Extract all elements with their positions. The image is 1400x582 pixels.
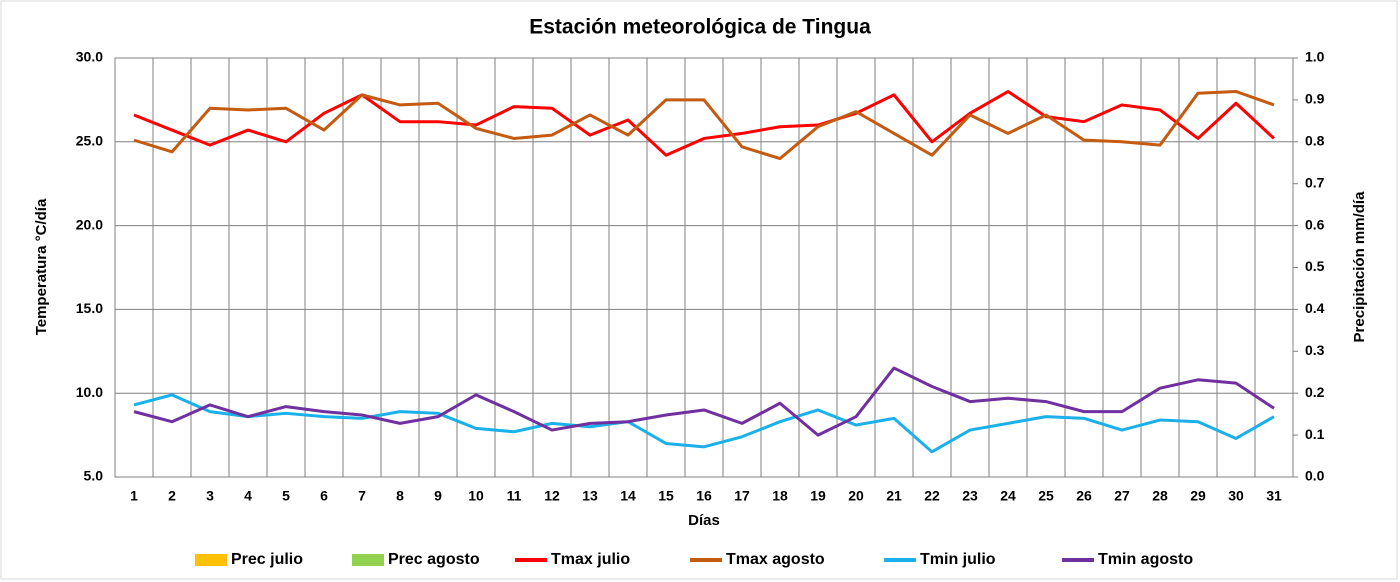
x-tick-label: 28 [1152,488,1168,504]
x-tick-label: 9 [434,488,442,504]
x-tick-label: 30 [1228,488,1244,504]
y2-tick-label: 0.0 [1305,468,1325,484]
y-tick-label: 30.0 [76,49,103,65]
y2-tick-label: 1.0 [1305,49,1325,65]
y2-tick-label: 0.5 [1305,258,1325,274]
x-tick-label: 14 [620,488,636,504]
x-tick-label: 26 [1076,488,1092,504]
x-tick-label: 17 [734,488,750,504]
x-tick-label: 19 [810,488,826,504]
y-tick-label: 15.0 [76,300,103,316]
y2-tick-label: 0.2 [1305,384,1325,400]
legend-label: Tmax agosto [726,551,825,568]
x-tick-label: 29 [1190,488,1206,504]
x-tick-label: 1 [130,488,138,504]
x-tick-label: 8 [396,488,404,504]
y-tick-label: 25.0 [76,133,103,149]
legend-swatch [195,554,227,566]
x-tick-label: 22 [924,488,940,504]
y-tick-label: 20.0 [76,216,103,232]
y2-tick-label: 0.3 [1305,342,1325,358]
x-tick-label: 12 [544,488,560,504]
x-tick-label: 24 [1000,488,1016,504]
legend-swatch [352,554,384,566]
x-tick-label: 16 [696,488,712,504]
y2-tick-label: 0.4 [1305,300,1325,316]
x-tick-label: 2 [168,488,176,504]
x-tick-label: 25 [1038,488,1054,504]
legend-label: Tmin julio [920,551,996,568]
x-tick-label: 23 [962,488,978,504]
x-tick-label: 21 [886,488,902,504]
line [133,393,1275,454]
x-tick-label: 15 [658,488,674,504]
y2-axis-label: Precipitación mm/día [1351,191,1368,343]
x-tick-label: 20 [848,488,864,504]
y2-tick-label: 0.7 [1305,174,1325,190]
x-tick-label: 11 [507,488,522,504]
y2-tick-label: 0.6 [1305,216,1325,232]
line [133,90,1275,161]
y2-tick-label: 0.8 [1305,133,1325,149]
legend-label: Tmin agosto [1098,551,1193,568]
y-tick-label: 10.0 [76,384,103,400]
line [133,366,1275,437]
x-tick-label: 10 [468,488,484,504]
legend-label: Prec agosto [388,551,480,568]
x-tick-label: 3 [206,488,214,504]
x-tick-label: 6 [320,488,328,504]
legend-label: Tmax julio [551,551,630,568]
y-tick-label: 5.0 [84,468,104,484]
y2-tick-label: 0.1 [1305,426,1325,442]
x-tick-label: 13 [582,488,598,504]
x-axis-label: Días [688,512,720,529]
y2-tick-label: 0.9 [1305,91,1325,107]
line [133,90,1276,157]
plot-frame [114,57,1294,478]
y-axis-label: Temperatura °C/día [33,198,50,335]
x-tick-label: 7 [358,488,366,504]
x-tick-label: 31 [1266,488,1282,504]
x-tick-label: 18 [772,488,788,504]
legend-label: Prec julio [231,551,303,568]
x-tick-label: 4 [244,488,252,504]
x-tick-label: 27 [1114,488,1130,504]
chart-title: Estación meteorológica de Tingua [529,16,871,39]
x-tick-label: 5 [282,488,290,504]
